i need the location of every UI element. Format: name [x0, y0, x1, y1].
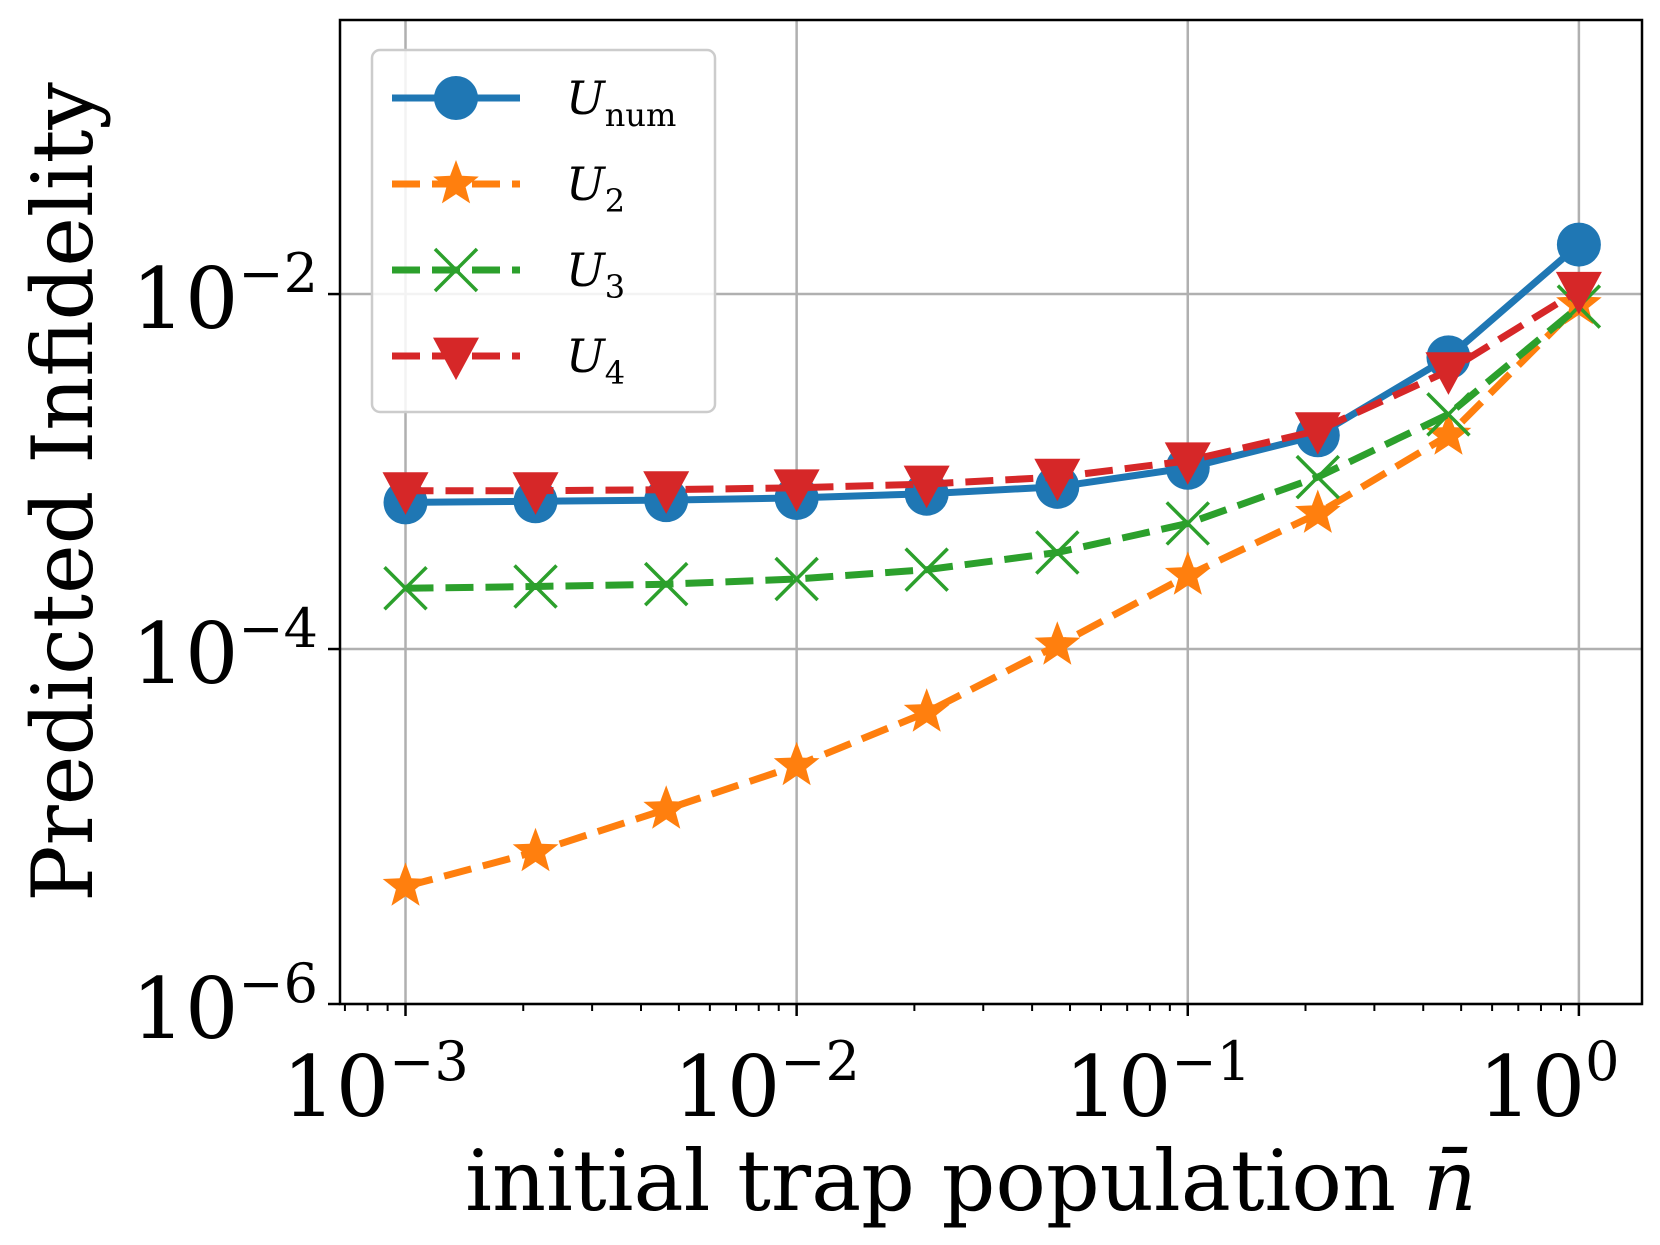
data-point [383, 566, 428, 611]
legend-entry: U3 [392, 243, 625, 306]
data-point [382, 862, 429, 906]
data-point [643, 561, 689, 607]
series-layer [382, 222, 1602, 906]
series-u-4 [382, 271, 1602, 515]
y-tick-label: 10−4 [132, 597, 319, 703]
legend-entry: Unum [392, 71, 676, 134]
series-line [404, 302, 1582, 890]
data-point [1426, 392, 1471, 437]
plot-frame [338, 18, 1644, 1006]
data-point [1425, 411, 1472, 455]
data-point [512, 827, 559, 872]
x-axis-title-text: initial trap population [465, 1132, 1423, 1230]
data-point [512, 472, 559, 515]
marker-stroke [774, 556, 819, 602]
data-point [903, 465, 950, 509]
series-line [405, 287, 1581, 495]
marker-stroke [1035, 530, 1080, 575]
legend-entry: U2 [392, 157, 625, 220]
legend: Unum U2 U3 U4 [370, 48, 717, 414]
data-point [1164, 551, 1211, 595]
data-point [382, 472, 429, 515]
data-point [1294, 412, 1341, 455]
series-line [405, 303, 1582, 592]
data-point [773, 469, 820, 512]
data-point [1555, 271, 1602, 315]
marker-stroke [1295, 454, 1341, 500]
tick-layer: 10−3 10−2 10−1 100 10−6 10−4 10−2 [132, 242, 1620, 1136]
x-tick-label: 100 [1478, 1030, 1619, 1136]
data-point [1035, 530, 1080, 575]
marker-stroke [433, 247, 479, 293]
data-point [904, 547, 949, 592]
marker-stroke [1165, 501, 1210, 546]
data-point [1425, 352, 1472, 395]
legend-box [370, 48, 717, 414]
data-point [1295, 454, 1341, 500]
marker-stroke [383, 566, 428, 611]
legend-label: U3 [566, 243, 625, 306]
marker-stroke [904, 547, 949, 592]
data-point [1165, 501, 1210, 546]
data-point [774, 556, 819, 602]
y-axis-title: Predicted Infidelity [14, 82, 112, 902]
data-point [643, 471, 690, 514]
x-tick-label: 10−1 [1065, 1030, 1252, 1136]
series-line [405, 241, 1582, 506]
legend-marker [433, 247, 479, 293]
y-tick-label: 10−2 [132, 242, 319, 348]
y-tick-label: 10−6 [132, 952, 319, 1058]
marker-stroke [1426, 392, 1471, 437]
x-tick-label: 10−2 [673, 1030, 860, 1136]
legend-label: U2 [566, 157, 625, 220]
data-point [1295, 489, 1341, 533]
legend-label: Unum [566, 71, 676, 134]
data-point [1164, 442, 1211, 485]
data-point [903, 688, 950, 732]
x-tick-label: 10−3 [282, 1030, 469, 1136]
legend-label: U4 [566, 329, 625, 392]
data-point [643, 785, 689, 829]
data-point [1034, 621, 1081, 665]
data-point [513, 564, 558, 609]
x-axis-title: initial trap population n̄ [465, 1132, 1477, 1230]
data-point [773, 741, 820, 786]
legend-marker [434, 76, 478, 120]
legend-marker [433, 160, 479, 204]
legend-marker [433, 337, 479, 381]
legend-entry: U4 [392, 329, 625, 392]
data-point [1034, 458, 1081, 502]
marker-stroke [643, 561, 689, 607]
marker-stroke [513, 564, 558, 609]
series-u-3 [383, 284, 1602, 611]
data-point [1556, 222, 1601, 267]
x-axis-title-symbol: n̄ [1423, 1132, 1477, 1230]
series-u-2 [382, 280, 1602, 906]
